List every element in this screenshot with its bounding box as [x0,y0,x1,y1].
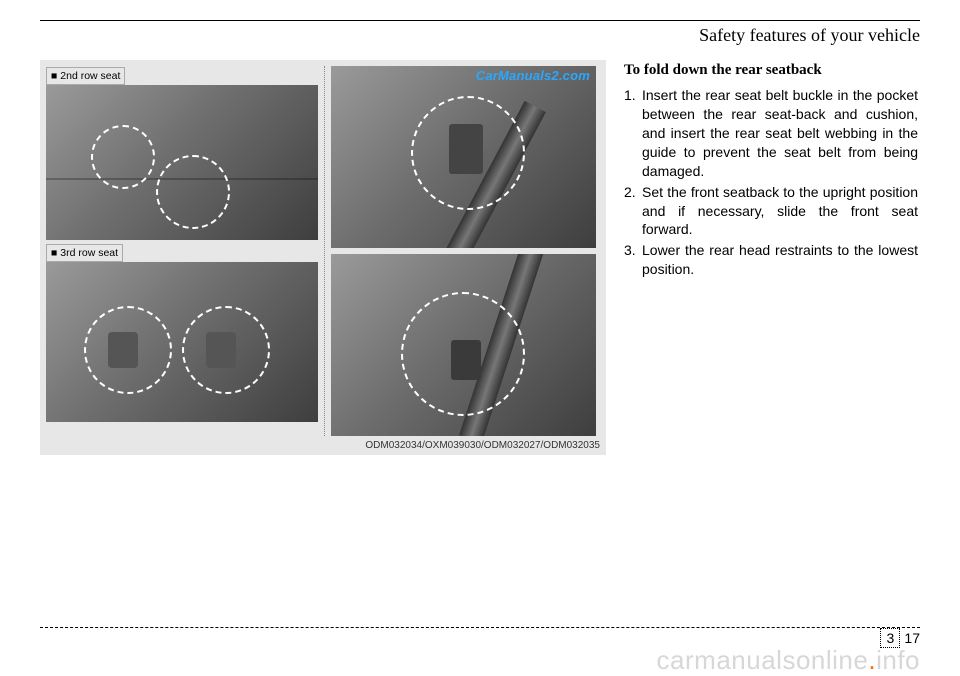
figure-label-2nd-row: ■ 2nd row seat [46,67,125,85]
figure-image-3rd-row-seat [46,262,318,422]
figure-image-2nd-row-seat [46,85,318,240]
figure-caption: ODM032034/OXM039030/ODM032027/ODM032035 [46,436,600,451]
instruction-step: 3. Lower the rear head restraints to the… [624,241,918,279]
section-number-box: 3 [880,628,900,648]
step-number: 1. [624,86,642,180]
watermark-site-main: carmanualsonline [657,645,869,675]
header-rule [40,20,920,21]
instruction-steps: 1. Insert the rear seat belt buckle in t… [624,86,918,279]
instruction-column: To fold down the rear seatback 1. Insert… [624,60,918,455]
step-text: Set the front seatback to the upright po… [642,183,918,240]
page-number-value: 17 [904,630,920,646]
figure-label-3rd-row: ■ 3rd row seat [46,244,123,262]
step-number: 3. [624,241,642,279]
instruction-heading: To fold down the rear seatback [624,60,918,80]
figure-image-belt-guide-top: CarManuals2.com [331,66,596,248]
page-number: 3 17 [880,628,920,648]
watermark-site-tld: info [876,645,920,675]
instruction-step: 2. Set the front seatback to the upright… [624,183,918,240]
step-text: Insert the rear seat belt buckle in the … [642,86,918,180]
watermark-link-top: CarManuals2.com [476,68,590,83]
section-title: Safety features of your vehicle [40,25,920,46]
step-number: 2. [624,183,642,240]
watermark-dot: . [868,645,876,675]
instruction-step: 1. Insert the rear seat belt buckle in t… [624,86,918,180]
figure-panel: ■ 2nd row seat ■ 3rd row seat [40,60,606,455]
footer-rule [40,627,920,628]
watermark-bottom: carmanualsonline.info [0,645,960,676]
step-text: Lower the rear head restraints to the lo… [642,241,918,279]
figure-image-belt-guide-bottom [331,254,596,436]
